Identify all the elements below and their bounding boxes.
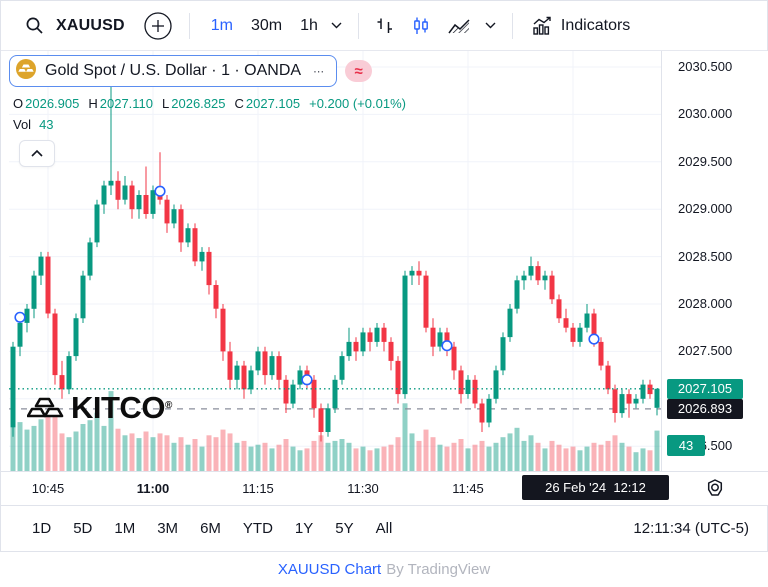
price-axis[interactable]: 2026.500 2027.500 2028.000 2028.500 2029.000…: [661, 51, 768, 471]
time-crosshair-badge: 26 Feb '24 12:12: [522, 475, 669, 500]
price-tick: 2030.500: [678, 59, 733, 74]
high-value: 2027.110: [99, 96, 154, 111]
prev-close-badge: 2026.893: [667, 398, 743, 419]
last-price-badge: 2027.105: [667, 378, 743, 399]
range-tab-5d[interactable]: 5D: [62, 514, 103, 543]
interval-30m[interactable]: 30m: [242, 13, 291, 39]
range-tab-ytd[interactable]: YTD: [232, 514, 284, 543]
event-markers[interactable]: [14, 185, 600, 386]
interval-chevron-down-icon[interactable]: [327, 18, 346, 33]
time-axis[interactable]: 11:45 11:30 11:15 11:00 10:45 26 Feb '24 12:…: [1, 471, 768, 505]
footer-symbol-link[interactable]: XAUUSD Chart: [277, 561, 382, 578]
chart-settings-icon[interactable]: [702, 476, 728, 507]
range-tab-5y[interactable]: 5Y: [324, 514, 364, 543]
volume-badge: 43: [667, 435, 705, 457]
chevron-up-icon: [30, 146, 44, 161]
indicators-button[interactable]: Indicators: [525, 15, 636, 37]
attribution-footer: XAUUSD Chart By TradingView: [0, 552, 768, 587]
symbol-name[interactable]: XAUUSD: [56, 16, 125, 34]
range-tab-1y[interactable]: 1Y: [284, 514, 324, 543]
collapse-legend-button[interactable]: [19, 140, 55, 167]
interval-1h[interactable]: 1h: [291, 13, 327, 39]
range-tab-all[interactable]: All: [365, 514, 404, 543]
open-value: 2026.905: [25, 96, 80, 111]
legend-more-icon[interactable]: ⋯: [313, 65, 327, 78]
toolbar-separator: [188, 12, 190, 39]
ohlc-row: O 2026.905 H 2027.110 L 2026.825 C 2027.105 …: [13, 96, 406, 111]
search-icon[interactable]: [21, 12, 48, 39]
approx-badge[interactable]: ≈: [345, 60, 373, 82]
volume-label: Vol: [13, 117, 32, 132]
candlestick-series: [10, 76, 660, 442]
tradingview-widget: XAUUSD 1m 30m 1h: [0, 0, 768, 552]
indicators-label: Indicators: [560, 16, 631, 34]
top-toolbar: XAUUSD 1m 30m 1h: [1, 1, 767, 51]
price-tick: 2030.000: [678, 106, 733, 122]
toolbar-separator: [511, 12, 513, 39]
interval-1m[interactable]: 1m: [202, 13, 242, 39]
compare-add-icon[interactable]: [139, 7, 177, 45]
price-tick: 2027.500: [678, 343, 733, 359]
gold-icon: [15, 58, 37, 85]
style-chevron-down-icon[interactable]: [481, 18, 500, 33]
chart-style-candles-icon[interactable]: [407, 12, 435, 40]
low-value: 2026.825: [171, 96, 226, 111]
price-tick: 2029.500: [678, 153, 733, 169]
range-row: 1D 5D 1M 3M 6M YTD 1Y 5Y All 12:11:34 (UTC-5): [1, 505, 768, 551]
indicators-icon: [531, 16, 553, 36]
volume-value: 43: [39, 117, 54, 132]
interval-group: 1m 30m 1h: [202, 13, 327, 39]
volume-series: [10, 391, 660, 471]
price-tick: 2028.000: [678, 296, 733, 311]
time-tick: 11:30: [347, 481, 379, 496]
range-tab-3m[interactable]: 3M: [146, 514, 189, 543]
chart-canvas[interactable]: [9, 51, 661, 471]
symbol-legend-pill[interactable]: Gold Spot / U.S. Dollar · 1 · OANDA ⋯: [9, 55, 338, 87]
chart-region: KITCO® Gold Spot / U.S. Dollar · 1 · OAN…: [1, 51, 768, 471]
time-tick: 11:15: [242, 481, 274, 496]
range-tab-6m[interactable]: 6M: [189, 514, 232, 543]
range-tab-1m[interactable]: 1M: [103, 514, 146, 543]
price-tick: 2029.000: [678, 201, 733, 217]
chart-style-area-icon[interactable]: [443, 12, 475, 40]
range-tab-1d[interactable]: 1D: [21, 514, 62, 543]
price-tick: 2028.500: [678, 248, 733, 264]
time-tick: 11:45: [452, 481, 484, 496]
time-tick: 10:45: [31, 481, 65, 496]
time-tick: 11:00: [136, 481, 170, 496]
toolbar-separator: [357, 12, 359, 39]
legend: Gold Spot / U.S. Dollar · 1 · OANDA ⋯ ≈ …: [9, 55, 406, 167]
legend-title: Gold Spot / U.S. Dollar · 1 · OANDA: [45, 62, 302, 79]
change-value: +0.200 (+0.01%): [309, 96, 406, 111]
chart-style-bars-icon[interactable]: [371, 12, 399, 40]
clock[interactable]: 12:11:34 (UTC-5): [633, 520, 749, 537]
volume-row: Vol 43: [13, 117, 406, 132]
range-tabs: 1D 5D 1M 3M 6M YTD 1Y 5Y All: [21, 514, 403, 543]
footer-by-text: By TradingView: [386, 561, 491, 578]
close-value: 2027.105: [245, 96, 301, 111]
